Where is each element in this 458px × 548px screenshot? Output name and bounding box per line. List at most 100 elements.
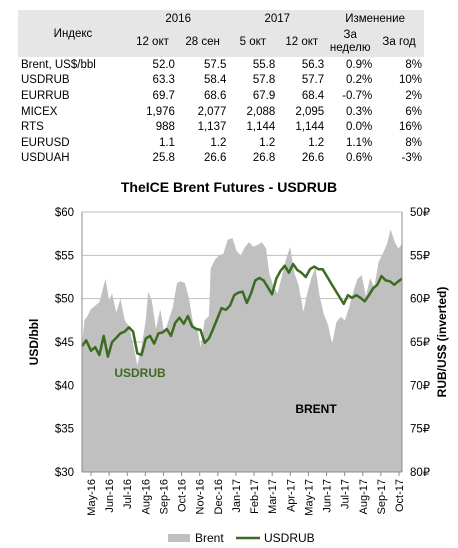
- table-cell: 56.3: [301, 58, 325, 71]
- right-tick-label: 75₽: [410, 424, 431, 436]
- table-cell: 57.8: [252, 74, 276, 87]
- col-header: 28 сен: [176, 27, 229, 57]
- x-tick-label: Jun-17: [322, 479, 334, 513]
- x-tick-label: Feb-17: [249, 479, 261, 514]
- left-tick-label: $35: [55, 424, 74, 436]
- left-tick-label: $50: [55, 294, 74, 306]
- row-label: USDUAH: [21, 152, 70, 165]
- table-cell: 2,095: [295, 105, 325, 118]
- col-header: За год: [374, 27, 424, 57]
- table-cell: 26.6: [301, 152, 325, 165]
- right-tick-label: 80₽: [410, 467, 431, 479]
- table-row: EURRUB 69.7 68.6 67.9 68.4 -0.7% 2%: [18, 88, 424, 104]
- table-cell: 25.8: [152, 152, 175, 165]
- table-row: MICEX 1,976 2,077 2,088 2,095 0.3% 6%: [18, 104, 424, 120]
- table-cell: 1.1%: [345, 136, 373, 149]
- col-header: 12 окт: [277, 27, 327, 57]
- brent-usdrub-chart: TheICE Brent Futures - USDRUB $30 $35 $40 $4…: [27, 179, 449, 545]
- table-cell: 0.9%: [345, 58, 373, 71]
- col-header: За неделю: [326, 27, 375, 57]
- table-cell: 0.2%: [345, 74, 373, 87]
- x-tick-label: May-17: [303, 479, 315, 516]
- x-tick-label: Jul-17: [340, 479, 352, 509]
- x-tick-label: Sep-16: [158, 479, 170, 514]
- table-cell: -3%: [401, 152, 422, 165]
- x-tick-label: Oct-16: [177, 479, 189, 512]
- x-tick-label: Jul-16: [122, 479, 134, 509]
- table-cell: 69.7: [152, 89, 175, 102]
- right-tick-label: 70₽: [410, 380, 431, 392]
- usdrub-line: [80, 262, 403, 358]
- row-label: RTS: [21, 121, 44, 134]
- right-tick-label: 60₽: [410, 294, 431, 306]
- right-tick-label: 50₽: [410, 207, 431, 219]
- table-row: EURUSD 1.1 1.2 1.2 1.2 1.1% 8%: [18, 135, 424, 151]
- right-tick-label: 65₽: [410, 337, 431, 349]
- x-tick-label: Oct-17: [394, 479, 406, 512]
- x-tick-label: Jun-16: [104, 479, 116, 513]
- table-cell: 0.0%: [345, 121, 373, 134]
- row-label: Brent, US$/bbl: [21, 58, 96, 71]
- table-cell: 68.6: [203, 89, 227, 102]
- table-header-row-years: Индекс 2016 2017 Изменение: [18, 10, 424, 57]
- row-label: EURRUB: [21, 89, 70, 102]
- x-tick-label: Dec-16: [213, 479, 225, 514]
- year-2017-header: 2017: [228, 10, 327, 27]
- table-cell: 6%: [405, 105, 422, 118]
- table-cell: 1,144: [295, 121, 325, 134]
- left-tick-label: $30: [55, 467, 74, 479]
- x-tick-label: Nov-16: [195, 479, 207, 514]
- col-header: 12 окт: [128, 27, 177, 57]
- x-tick-label: Aug-17: [358, 479, 370, 514]
- right-axis-title: RUB/US$ (inverted): [435, 287, 449, 398]
- table-cell: 68.4: [301, 89, 325, 102]
- table-cell: 57.5: [203, 58, 227, 71]
- table-cell: 8%: [405, 58, 422, 71]
- table-row: USDUAH 25.8 26.6 26.8 26.6 0.6% -3%: [18, 151, 424, 167]
- table-cell: 1,144: [246, 121, 276, 134]
- table-row: USDRUB 63.3 58.4 57.8 57.7 0.2% 10%: [18, 73, 424, 89]
- table-cell: 2%: [405, 89, 422, 102]
- left-tick-label: $45: [55, 337, 74, 349]
- left-tick-label: $55: [55, 250, 74, 262]
- table-row: Brent, US$/bbl 52.0 57.5 55.8 56.3 0.9% 8%: [18, 57, 424, 73]
- left-tick-label: $40: [55, 380, 74, 392]
- table-cell: 988: [155, 121, 175, 134]
- x-tick-label: May-16: [86, 479, 98, 516]
- row-label: MICEX: [21, 105, 58, 118]
- year-2016-header: 2016: [128, 10, 229, 27]
- table-cell: -0.7%: [342, 89, 373, 102]
- change-header: Изменение: [326, 10, 424, 27]
- index-column-header: Индекс: [18, 10, 128, 57]
- table-cell: 0.3%: [345, 105, 373, 118]
- table-cell: 26.8: [252, 152, 276, 165]
- table-cell: 67.9: [252, 89, 276, 102]
- table-cell: 2,088: [246, 105, 276, 118]
- brent-area: [82, 229, 402, 472]
- brent-annotation: BRENT: [295, 402, 337, 416]
- table-cell: 1.2: [308, 136, 325, 149]
- x-tick-label: Jan-17: [231, 479, 243, 513]
- left-tick-label: $60: [55, 207, 74, 219]
- x-tick-label: Mar-17: [267, 479, 279, 514]
- table-cell: 57.7: [301, 74, 325, 87]
- table-cell: 16%: [398, 121, 422, 134]
- row-label: USDRUB: [21, 74, 70, 87]
- col-header: 5 окт: [228, 27, 278, 57]
- table-cell: 55.8: [252, 58, 276, 71]
- row-label: EURUSD: [21, 136, 70, 149]
- legend-brent-label: Brent: [195, 531, 224, 545]
- table-cell: 1,137: [197, 121, 227, 134]
- legend-usdrub-label: USDRUB: [264, 531, 315, 545]
- x-tick-label: Apr-17: [285, 479, 297, 512]
- table-cell: 10%: [398, 74, 422, 87]
- table-cell: 0.6%: [345, 152, 373, 165]
- left-axis-title: USD/bbl: [27, 319, 41, 366]
- legend-brent-swatch: [168, 534, 190, 542]
- table-cell: 8%: [405, 136, 422, 149]
- x-tick-label: Sep-17: [376, 479, 388, 514]
- right-tick-label: 55₽: [410, 250, 431, 262]
- table-header-row-dates: 12 окт 28 сен 5 окт 12 окт За неделю За …: [18, 27, 424, 57]
- table-cell: 1.2: [210, 136, 227, 149]
- table-cell: 58.4: [203, 74, 227, 87]
